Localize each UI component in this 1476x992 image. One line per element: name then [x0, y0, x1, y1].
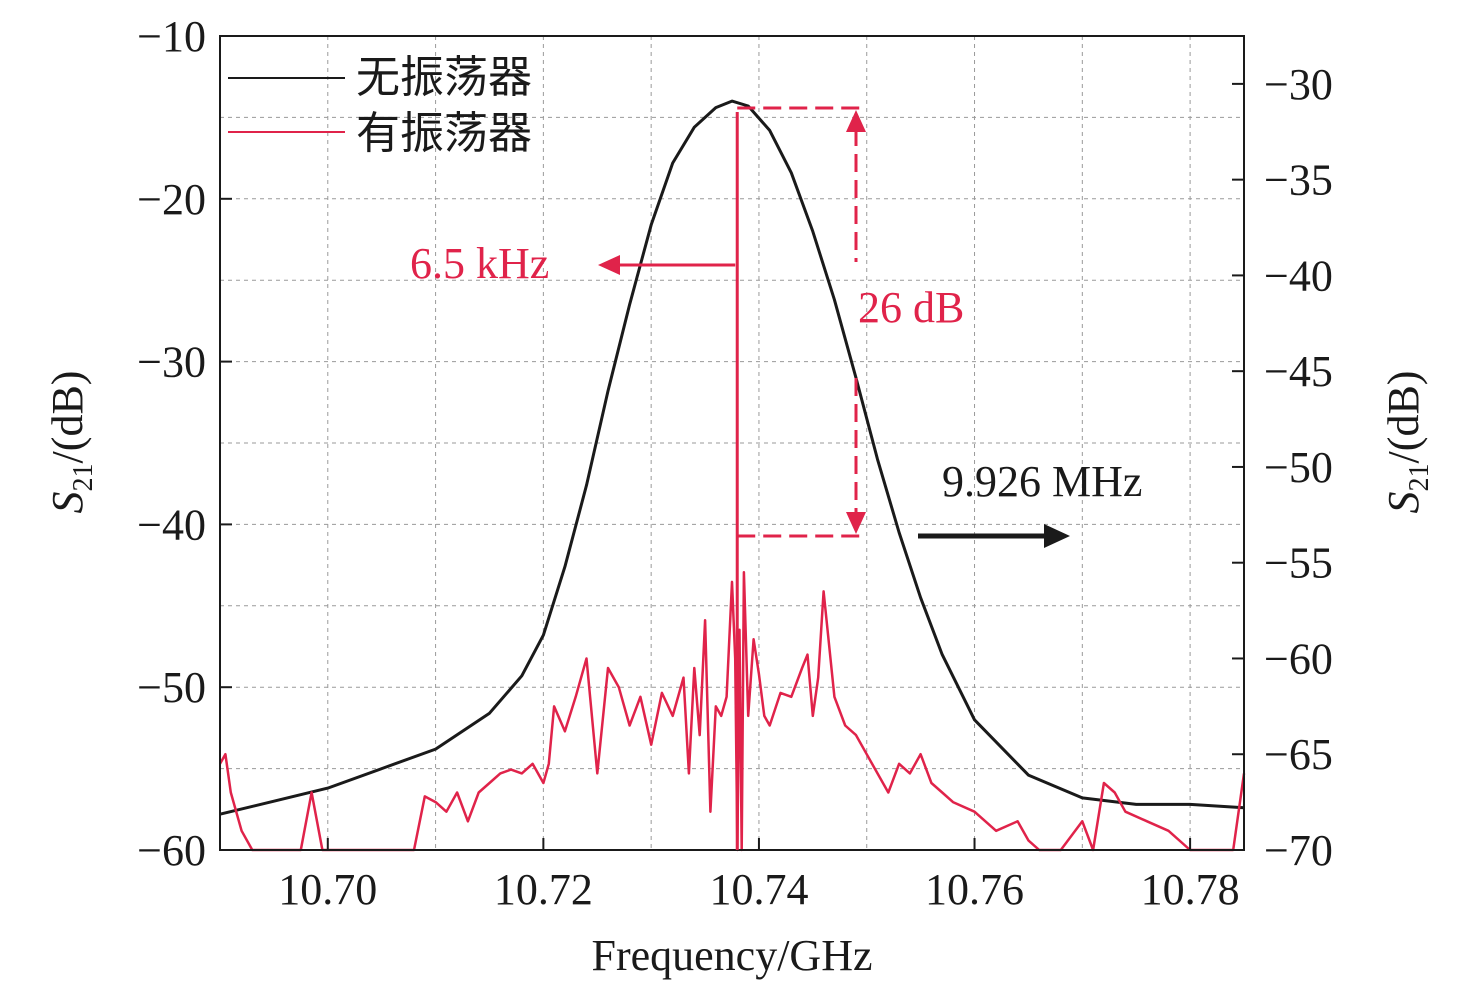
y-right-tick-label: −35: [1264, 156, 1333, 205]
annotation-khz: 6.5 kHz: [410, 239, 549, 288]
y-left-tick-label: −60: [137, 826, 206, 875]
x-tick-label: 10.78: [1141, 865, 1240, 914]
y-axis-title-left-text: S21/(dB): [43, 371, 99, 514]
x-axis-title: Frequency/GHz: [591, 931, 872, 980]
annotation-db: 26 dB: [858, 283, 964, 332]
legend: 无振荡器 有振荡器: [228, 52, 532, 159]
y-left-tick-label: −20: [137, 175, 206, 224]
y-left-tick-label: −30: [137, 338, 206, 387]
x-tick-label: 10.72: [494, 865, 593, 914]
series-line-no-oscillator: [219, 99, 1245, 816]
annotation-mhz: 9.926 MHz: [942, 457, 1142, 506]
x-tick-label: 10.74: [709, 865, 808, 914]
y-axis-title-right: S21/(dB): [1379, 371, 1435, 514]
x-tick-label: 10.70: [278, 865, 377, 914]
series-layer: [218, 99, 1246, 852]
arrowhead-up: [846, 110, 866, 132]
y-left-tick-label: −40: [137, 500, 206, 549]
y-right-tick-label: −30: [1264, 60, 1333, 109]
y-right-tick-label: −45: [1264, 347, 1333, 396]
y-right-tick-label: −65: [1264, 730, 1333, 779]
y-right-tick-label: −60: [1264, 634, 1333, 683]
y-right-tick-label: −50: [1264, 443, 1333, 492]
khz-arrowhead: [598, 255, 620, 275]
mhz-arrowhead: [1044, 524, 1070, 548]
y-right-tick-label: −70: [1264, 826, 1333, 875]
legend-label-red: 有振荡器: [356, 108, 532, 159]
plot-border: [219, 35, 1245, 851]
x-tick-label: 10.76: [925, 865, 1024, 914]
y-right-tick-label: −55: [1264, 539, 1333, 588]
y-left-tick-label: −50: [137, 663, 206, 712]
arrowhead-down: [846, 512, 866, 534]
annotations: 6.5 kHz 26 dB 9.926 MHz: [410, 106, 1142, 850]
y-axis-title-left: S21/(dB): [43, 371, 99, 514]
y-left-tick-label: −10: [137, 12, 206, 61]
y-axis-title-right-text: S21/(dB): [1379, 371, 1435, 514]
ticks: 10.70 10.72 10.74 10.76 10.78 −10 −20 −30 −40 −50…: [137, 12, 1333, 914]
y-right-tick-label: −40: [1264, 251, 1333, 300]
series-line-with-oscillator: [218, 571, 1246, 852]
plot-frame: [219, 35, 1245, 851]
legend-label-black: 无振荡器: [356, 52, 532, 103]
